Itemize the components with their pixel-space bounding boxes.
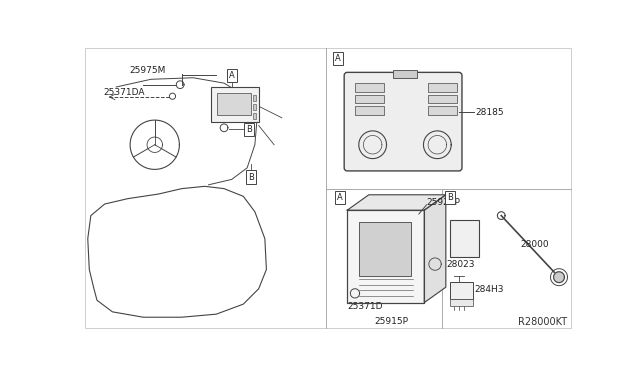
Bar <box>394 70 417 78</box>
Polygon shape <box>424 195 446 302</box>
Bar <box>428 83 458 92</box>
Bar <box>428 106 458 115</box>
Bar <box>355 83 384 92</box>
Bar <box>253 104 257 110</box>
Bar <box>355 106 384 115</box>
Text: R28000KT: R28000KT <box>518 317 566 327</box>
Bar <box>450 220 479 257</box>
FancyBboxPatch shape <box>344 73 462 171</box>
Text: 25920P: 25920P <box>427 198 460 207</box>
Text: B: B <box>447 193 452 202</box>
Polygon shape <box>554 272 564 283</box>
Bar <box>450 282 473 299</box>
Text: A: A <box>335 54 341 63</box>
Text: 28023: 28023 <box>447 260 475 269</box>
Text: A: A <box>337 193 342 202</box>
Text: 25975M: 25975M <box>129 66 166 75</box>
Bar <box>348 210 424 302</box>
Bar <box>428 95 458 103</box>
Text: B: B <box>246 125 252 134</box>
Polygon shape <box>348 195 446 210</box>
Text: B: B <box>248 173 254 182</box>
Bar <box>355 95 384 103</box>
Bar <box>211 87 259 122</box>
Text: 25371D: 25371D <box>348 302 383 311</box>
Text: 25371DA: 25371DA <box>103 88 145 97</box>
Text: 28000: 28000 <box>520 240 549 249</box>
Bar <box>217 93 251 115</box>
Text: 28185: 28185 <box>476 108 504 117</box>
Text: 284H3: 284H3 <box>474 285 504 294</box>
Bar <box>348 210 424 302</box>
Bar <box>253 95 257 101</box>
Text: 25915P: 25915P <box>374 317 408 326</box>
Text: A: A <box>229 71 235 80</box>
Bar <box>253 113 257 119</box>
Bar <box>359 222 411 276</box>
Bar <box>450 299 473 307</box>
